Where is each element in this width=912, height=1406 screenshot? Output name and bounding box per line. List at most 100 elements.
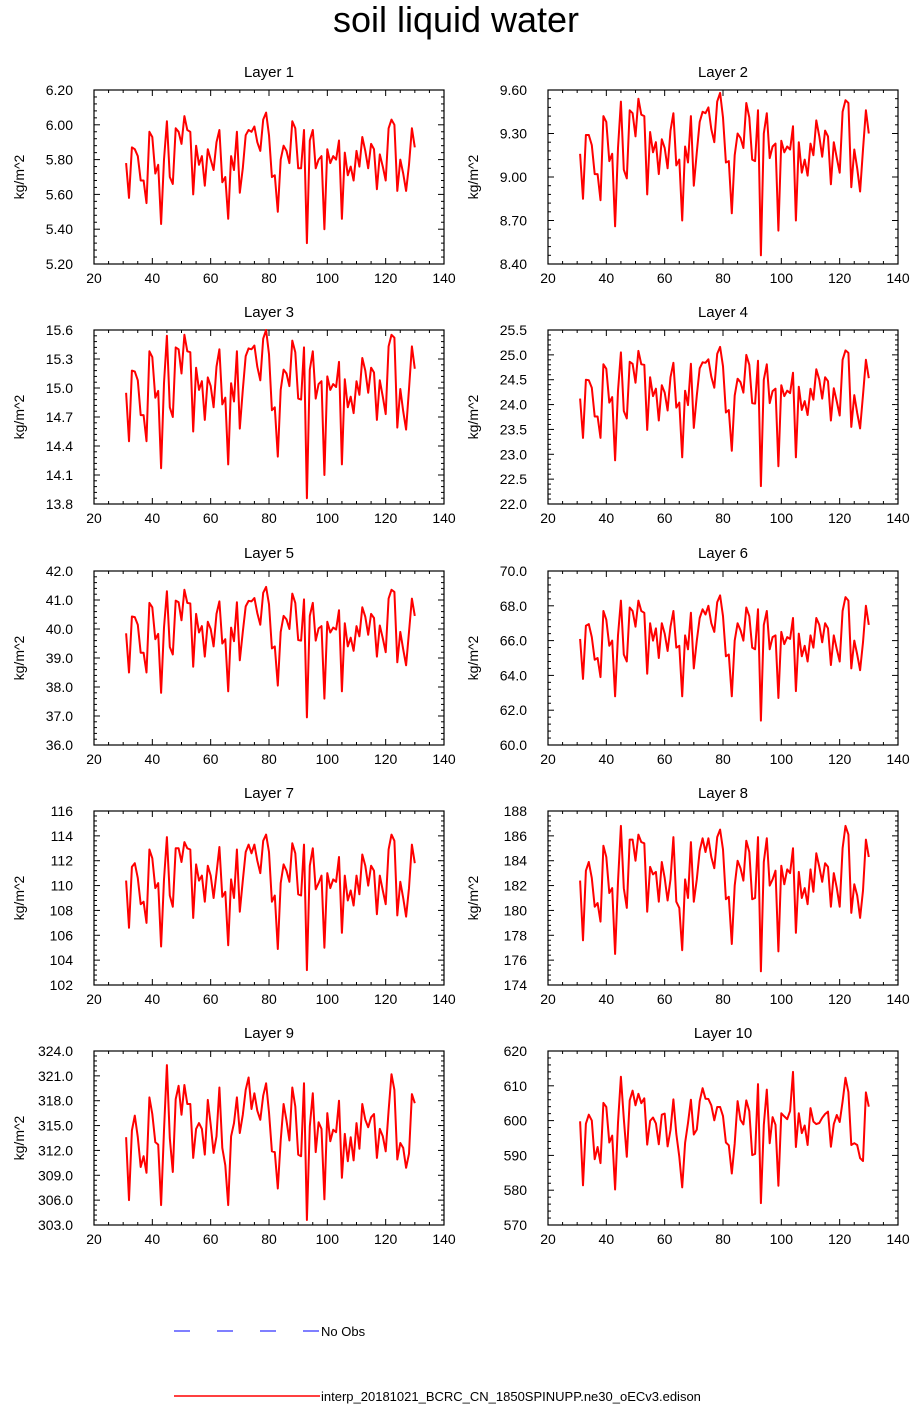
x-tick-label: 140 <box>432 1231 456 1247</box>
x-tick-label: 100 <box>770 751 794 767</box>
y-tick-label: 184 <box>504 853 528 869</box>
y-tick-label: 15.3 <box>46 351 73 367</box>
y-tick-label: 70.0 <box>500 563 527 579</box>
x-tick-label: 80 <box>261 991 277 1007</box>
y-tick-label: 25.5 <box>500 322 527 338</box>
y-axis-label: kg/m^2 <box>11 154 27 199</box>
x-tick-label: 120 <box>374 270 398 286</box>
y-tick-label: 600 <box>504 1113 528 1129</box>
x-tick-label: 120 <box>828 270 852 286</box>
y-tick-label: 114 <box>51 828 74 844</box>
x-tick-label: 20 <box>540 510 556 526</box>
x-tick-label: 80 <box>261 1231 277 1247</box>
y-tick-label: 620 <box>504 1043 528 1059</box>
y-tick-label: 188 <box>504 803 528 819</box>
x-tick-label: 60 <box>203 1231 219 1247</box>
x-tick-label: 40 <box>599 270 615 286</box>
y-tick-label: 36.0 <box>46 737 73 753</box>
legend-model-line <box>174 1395 320 1397</box>
y-tick-label: 8.40 <box>500 256 527 272</box>
x-tick-label: 80 <box>715 991 731 1007</box>
y-tick-label: 6.00 <box>46 117 73 133</box>
x-tick-label: 120 <box>828 751 852 767</box>
y-tick-label: 37.0 <box>46 708 73 724</box>
x-tick-label: 100 <box>770 991 794 1007</box>
y-tick-label: 15.0 <box>46 380 73 396</box>
y-tick-label: 5.80 <box>46 152 73 168</box>
chart-title: Layer 10 <box>694 1025 752 1042</box>
series-line <box>579 594 870 722</box>
y-tick-label: 40.0 <box>46 621 73 637</box>
y-tick-label: 580 <box>504 1182 528 1198</box>
x-tick-label: 60 <box>657 270 673 286</box>
y-tick-label: 38.0 <box>46 679 73 695</box>
y-axis-label: kg/m^2 <box>11 394 27 439</box>
x-tick-label: 80 <box>715 1231 731 1247</box>
x-tick-label: 100 <box>770 510 794 526</box>
page-title: soil liquid water <box>332 0 580 40</box>
y-tick-label: 41.0 <box>46 592 73 608</box>
y-tick-label: 60.0 <box>500 737 527 753</box>
y-tick-label: 14.7 <box>46 409 73 425</box>
chart-panel-layer-10: Layer 10 20 40 60 80 100 120 140 570 580 590 600 610… <box>504 1025 910 1247</box>
x-tick-label: 20 <box>540 270 556 286</box>
y-tick-label: 110 <box>51 878 74 894</box>
x-tick-label: 80 <box>261 270 277 286</box>
chart-panel-layer-4: Layer 4 20 40 60 80 100 120 140 22.0 22.5 23.0 23.5… <box>465 304 910 526</box>
y-tick-label: 174 <box>504 977 528 993</box>
y-tick-label: 9.60 <box>500 82 527 98</box>
series-line <box>579 1070 870 1205</box>
chart-title: Layer 2 <box>698 64 748 81</box>
series-line <box>125 833 416 972</box>
y-tick-label: 14.4 <box>46 438 73 454</box>
x-tick-label: 20 <box>540 991 556 1007</box>
x-tick-label: 60 <box>203 991 219 1007</box>
y-tick-label: 42.0 <box>46 563 73 579</box>
y-tick-label: 180 <box>504 902 528 918</box>
x-tick-label: 100 <box>316 1231 340 1247</box>
x-tick-label: 80 <box>261 510 277 526</box>
x-tick-label: 100 <box>316 751 340 767</box>
x-tick-label: 40 <box>599 1231 615 1247</box>
x-tick-label: 40 <box>599 751 615 767</box>
x-tick-label: 40 <box>145 991 161 1007</box>
y-tick-label: 324.0 <box>38 1043 73 1059</box>
chart-title: Layer 9 <box>244 1025 294 1042</box>
x-tick-label: 120 <box>374 991 398 1007</box>
x-tick-label: 140 <box>432 751 456 767</box>
y-tick-label: 610 <box>504 1078 528 1094</box>
x-tick-label: 40 <box>599 991 615 1007</box>
series-line <box>125 111 416 245</box>
chart-title: Layer 7 <box>244 785 294 802</box>
y-tick-label: 24.5 <box>500 372 527 388</box>
y-axis-label: kg/m^2 <box>465 875 481 920</box>
y-tick-label: 23.0 <box>500 446 527 462</box>
chart-title: Layer 5 <box>244 545 294 562</box>
y-tick-label: 312.0 <box>38 1142 73 1158</box>
x-tick-label: 120 <box>374 1231 398 1247</box>
chart-panel-layer-8: Layer 8 20 40 60 80 100 120 140 174 176 178 180 182 1… <box>465 785 910 1007</box>
y-tick-label: 14.1 <box>46 467 73 483</box>
x-tick-label: 140 <box>432 991 456 1007</box>
x-tick-label: 60 <box>657 510 673 526</box>
y-axis-label: kg/m^2 <box>11 1115 27 1160</box>
chart-panel-layer-5: Layer 5 20 40 60 80 100 120 140 36.0 37.0 38.0 39.0… <box>11 545 456 767</box>
y-tick-label: 104 <box>50 952 74 968</box>
series-line <box>579 91 870 257</box>
x-tick-label: 20 <box>86 510 102 526</box>
x-tick-label: 120 <box>828 1231 852 1247</box>
y-tick-label: 68.0 <box>500 598 527 614</box>
x-tick-label: 80 <box>715 270 731 286</box>
y-tick-label: 186 <box>504 828 528 844</box>
series-line <box>125 329 416 500</box>
x-tick-label: 100 <box>316 270 340 286</box>
chart-panel-layer-2: Layer 2 20 40 60 80 100 120 140 8.40 8.70 9.00 9.30… <box>465 64 910 286</box>
y-tick-label: 8.70 <box>500 213 527 229</box>
x-tick-label: 80 <box>715 751 731 767</box>
y-tick-label: 321.0 <box>38 1068 73 1084</box>
plot-frame <box>93 89 445 265</box>
y-tick-label: 306.0 <box>38 1192 73 1208</box>
y-tick-label: 6.20 <box>46 82 73 98</box>
